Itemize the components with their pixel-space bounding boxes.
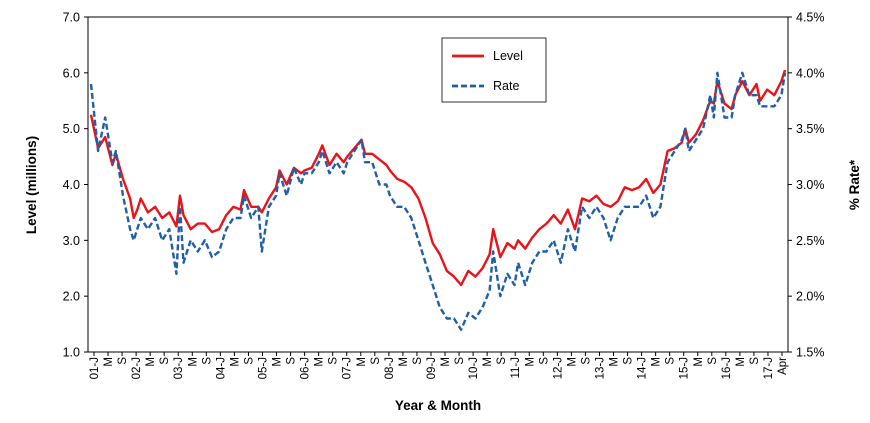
x-tick-label: S: [496, 357, 508, 365]
y-tick-labels-left: 1.0 2.0 3.0 4.0 5.0 6.0 7.0: [63, 11, 88, 360]
x-tick-label: 14-J: [637, 357, 649, 379]
x-tick-label: 01-J: [89, 357, 101, 379]
x-tick-label: 04-J: [215, 357, 227, 379]
x-tick-label: S: [749, 357, 761, 365]
x-tick-label: M: [103, 357, 115, 367]
x-tick-label: S: [201, 357, 213, 365]
y-axis-title-right: % Rate*: [847, 159, 862, 210]
x-tick-label: 12-J: [552, 357, 564, 379]
y-axis-title-left: Level (millions): [24, 136, 39, 234]
x-tick-label: Apr: [777, 357, 789, 375]
x-tick-label: 05-J: [257, 357, 269, 379]
x-tick-label: S: [538, 357, 550, 365]
x-tick-label: 07-J: [342, 357, 354, 379]
x-tick-label: 11-J: [510, 357, 522, 379]
x-tick-label: S: [623, 357, 635, 365]
x-tick-label: S: [580, 357, 592, 365]
y-tick-label-left: 3.0: [63, 234, 80, 248]
y-tick-label-right: 2.0%: [796, 290, 825, 304]
x-tick-label: M: [482, 357, 494, 367]
x-tick-label: S: [286, 357, 298, 365]
y-tick-label-right: 4.5%: [796, 11, 825, 25]
y-tick-label-left: 6.0: [63, 66, 80, 80]
y-tick-label-right: 2.5%: [796, 234, 825, 248]
x-tick-label: M: [398, 357, 410, 367]
y-tick-label-left: 5.0: [63, 122, 80, 136]
x-tick-label: M: [187, 357, 199, 367]
y-tick-label-right: 3.0%: [796, 178, 825, 192]
x-tick-label: 08-J: [384, 357, 396, 379]
x-tick-label: M: [609, 357, 621, 367]
x-tick-label: M: [314, 357, 326, 367]
x-tick-label: S: [243, 357, 255, 365]
x-tick-label: M: [440, 357, 452, 367]
y-tick-label-left: 4.0: [63, 178, 80, 192]
x-tick-label: M: [145, 357, 157, 367]
x-tick-label: M: [651, 357, 663, 367]
x-tick-label: 17-J: [763, 357, 775, 379]
legend-label-rate: Rate: [493, 79, 519, 93]
x-axis-title: Year & Month: [395, 398, 481, 413]
x-tick-label: M: [566, 357, 578, 367]
y-tick-label-left: 2.0: [63, 290, 80, 304]
y-tick-label-right: 4.0%: [796, 66, 825, 80]
y-tick-labels-right: 1.5% 2.0% 2.5% 3.0% 3.5% 4.0% 4.5%: [788, 11, 825, 360]
x-tick-label: 13-J: [594, 357, 606, 379]
series-line-level: [89, 69, 787, 287]
x-tick-label: S: [412, 357, 424, 365]
x-tick-label: M: [272, 357, 284, 367]
x-tick-labels: 01-J M S 02-J M S 03-J M S 04-J M S 05-J M S 06-J M S 07-J…: [89, 352, 789, 379]
legend-box: [441, 37, 547, 103]
y-tick-label-right: 3.5%: [796, 122, 825, 136]
legend-label-level: Level: [493, 49, 523, 63]
x-tick-label: 16-J: [721, 357, 733, 379]
x-tick-label: 06-J: [300, 357, 312, 379]
x-tick-label: M: [356, 357, 368, 367]
x-tick-label: S: [159, 357, 171, 365]
y-tick-label-left: 1.0: [63, 346, 80, 360]
x-tick-label: M: [229, 357, 241, 367]
y-tick-label-right: 1.5%: [796, 346, 825, 360]
x-tick-label: S: [707, 357, 719, 365]
x-tick-label: S: [665, 357, 677, 365]
x-tick-label: M: [735, 357, 747, 367]
series-line-rate: [89, 71, 787, 331]
legend: Level Rate: [441, 37, 547, 103]
x-tick-label: S: [454, 357, 466, 365]
x-tick-label: 03-J: [173, 357, 185, 379]
x-tick-label: M: [524, 357, 536, 367]
x-tick-label: 09-J: [426, 357, 438, 379]
x-tick-label: S: [117, 357, 129, 365]
x-tick-label: 02-J: [131, 357, 143, 379]
x-tick-label: M: [693, 357, 705, 367]
y-tick-label-left: 7.0: [63, 11, 80, 25]
series-layer: [89, 69, 787, 331]
x-tick-label: 10-J: [468, 357, 480, 379]
x-tick-label: 15-J: [679, 357, 691, 379]
x-tick-label: S: [370, 357, 382, 365]
x-tick-label: S: [328, 357, 340, 365]
